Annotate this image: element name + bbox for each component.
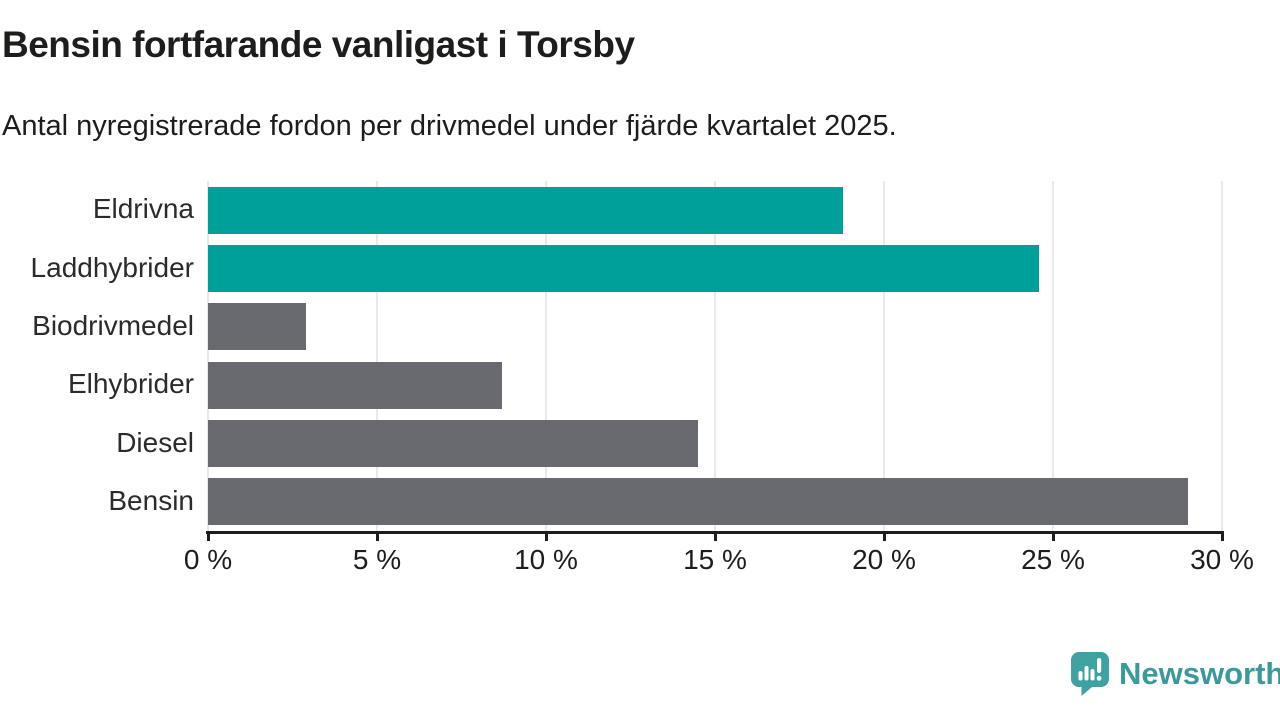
bar-bensin xyxy=(208,478,1189,526)
x-tick-5 xyxy=(375,531,379,541)
category-label-bensin: Bensin xyxy=(108,484,194,516)
x-tick-20 xyxy=(882,531,886,541)
x-tick-label-5: 5 % xyxy=(352,544,402,575)
gridline-5 xyxy=(376,181,378,531)
bar-biodrivmedel xyxy=(208,303,307,351)
logo-text: Newsworthy xyxy=(1119,655,1280,691)
x-tick-25 xyxy=(1051,531,1055,541)
gridline-20 xyxy=(883,181,885,531)
gridline-10 xyxy=(545,181,547,531)
x-tick-15 xyxy=(713,531,717,541)
x-tick-label-30: 30 % xyxy=(1190,544,1254,575)
category-label-diesel: Diesel xyxy=(116,426,194,458)
category-label-elhybrider: Elhybrider xyxy=(67,368,194,400)
bar-laddhybrider xyxy=(208,245,1040,292)
bar-diesel xyxy=(208,420,699,467)
plot-area xyxy=(207,181,1223,531)
gridline-25 xyxy=(1052,181,1054,531)
chart-title: Bensin fortfarande vanligast i Torsby xyxy=(2,24,635,65)
bar-eldrivna xyxy=(208,186,844,234)
gridline-30 xyxy=(1221,181,1223,531)
newsworthy-logo: Newsworthy xyxy=(1070,651,1280,696)
x-tick-label-25: 25 % xyxy=(1021,544,1085,575)
category-label-laddhybrider: Laddhybrider xyxy=(30,251,194,283)
x-tick-label-0: 0 % xyxy=(183,544,233,575)
x-tick-10 xyxy=(544,531,548,541)
gridline-0 xyxy=(207,181,209,531)
gridline-15 xyxy=(714,181,716,531)
x-tick-0 xyxy=(206,531,210,541)
category-label-eldrivna: Eldrivna xyxy=(92,193,194,225)
x-tick-label-15: 15 % xyxy=(683,544,747,575)
x-tick-label-10: 10 % xyxy=(514,544,578,575)
x-tick-30 xyxy=(1220,531,1224,541)
bar-elhybrider xyxy=(208,361,503,409)
category-label-biodrivmedel: Biodrivmedel xyxy=(32,309,194,341)
x-tick-label-20: 20 % xyxy=(852,544,916,575)
chart-subtitle: Antal nyregistrerade fordon per drivmede… xyxy=(2,110,897,142)
speech-bubble-bar-chart-icon xyxy=(1070,651,1110,696)
